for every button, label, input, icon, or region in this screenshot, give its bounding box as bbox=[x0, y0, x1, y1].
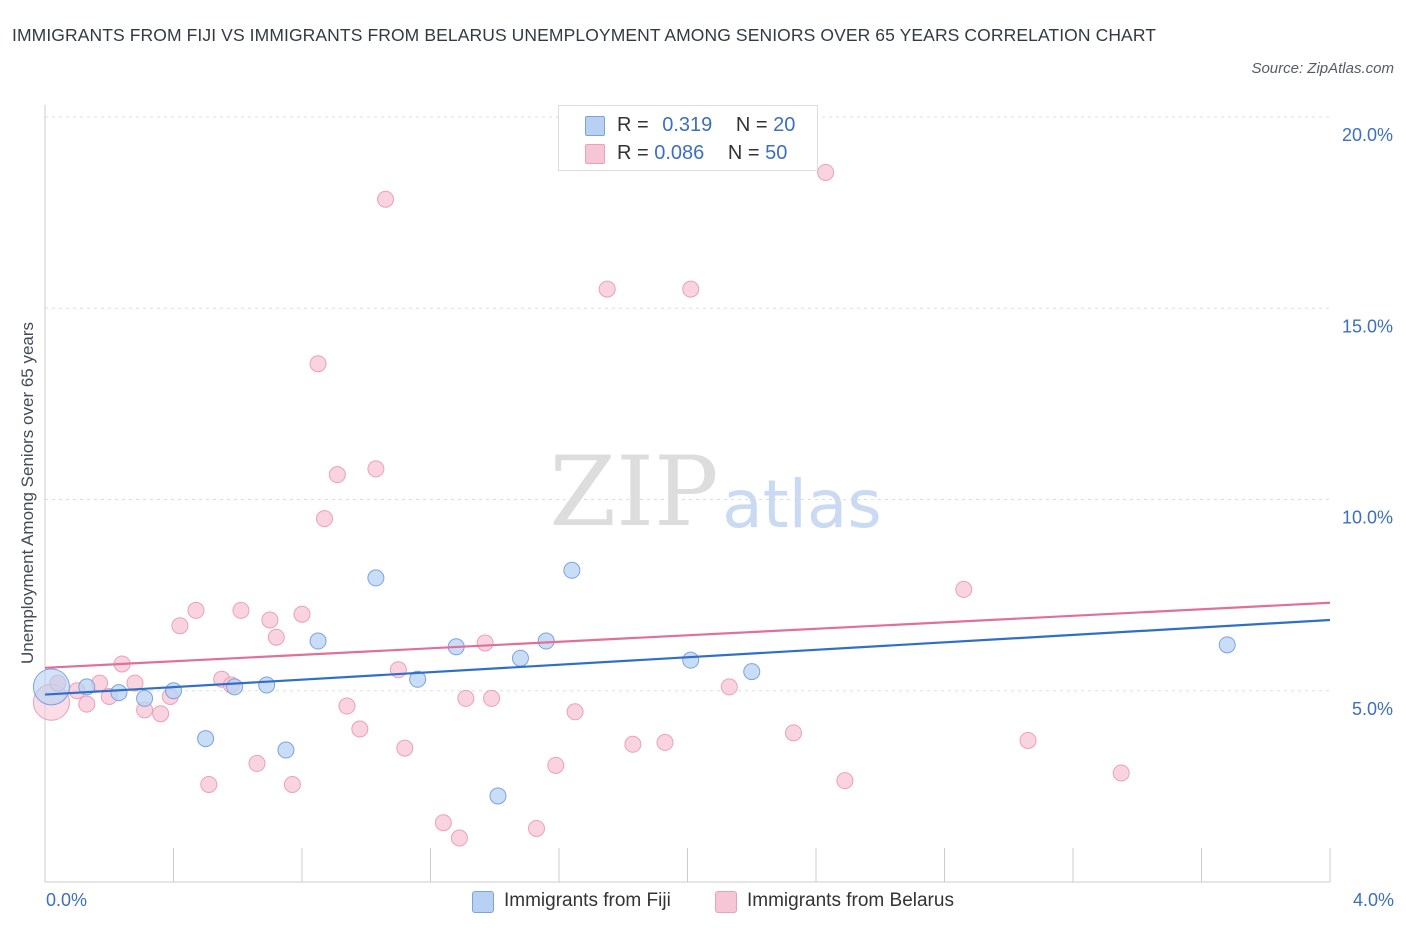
fiji-trend-line bbox=[44, 618, 1331, 696]
belarus-point bbox=[955, 580, 973, 598]
chart-title: IMMIGRANTS FROM FIJI VS IMMIGRANTS FROM … bbox=[12, 25, 1157, 45]
belarus-point bbox=[528, 819, 546, 837]
watermark: ZIP atlas bbox=[549, 436, 881, 548]
fiji-point bbox=[277, 741, 295, 759]
y-tick-label: 10.0% bbox=[1342, 508, 1393, 528]
belarus-point bbox=[1019, 731, 1037, 749]
y-tick-label: 20.0% bbox=[1342, 125, 1393, 145]
belarus-point bbox=[547, 756, 565, 774]
legend-fiji-swatch bbox=[472, 891, 494, 913]
belarus-point bbox=[187, 601, 205, 619]
fiji-point bbox=[563, 561, 581, 579]
belarus-n-label: N = bbox=[727, 142, 766, 164]
belarus-point bbox=[283, 775, 301, 793]
belarus-point bbox=[656, 733, 674, 751]
belarus-point bbox=[1112, 764, 1130, 782]
belarus-point bbox=[293, 605, 311, 623]
fiji-r-label: R = bbox=[617, 114, 655, 136]
fiji-r-value: 0.319 bbox=[662, 114, 713, 136]
fiji-point bbox=[258, 676, 276, 694]
watermark-zip: ZIP bbox=[549, 436, 718, 548]
legend-belarus-label: Immigrants from Belarus bbox=[747, 890, 954, 911]
fiji-point bbox=[32, 668, 70, 706]
belarus-n-value: 50 bbox=[765, 142, 788, 164]
watermark-atlas: atlas bbox=[722, 466, 882, 543]
fiji-point bbox=[537, 632, 555, 650]
belarus-point bbox=[624, 735, 642, 753]
belarus-point bbox=[261, 611, 279, 629]
trend-lines bbox=[44, 601, 1331, 696]
y-tick-label: 15.0% bbox=[1342, 316, 1393, 336]
fiji-point bbox=[489, 787, 507, 805]
fiji-point bbox=[743, 663, 761, 681]
fiji-point bbox=[197, 730, 215, 748]
correlation-legend: R = 0.319 N = 20 R = 0.086 N = 50 bbox=[558, 105, 818, 171]
belarus-point bbox=[476, 634, 494, 652]
belarus-point bbox=[450, 829, 468, 847]
belarus-point bbox=[248, 754, 266, 772]
belarus-point bbox=[267, 628, 285, 646]
belarus-point bbox=[377, 190, 395, 208]
fiji-point bbox=[309, 632, 327, 650]
belarus-point bbox=[78, 695, 96, 713]
fiji-point bbox=[511, 649, 529, 667]
fiji-point bbox=[226, 678, 244, 696]
belarus-r-label: R = bbox=[617, 142, 655, 164]
belarus-point bbox=[152, 705, 170, 723]
belarus-point bbox=[200, 775, 218, 793]
belarus-point bbox=[367, 460, 385, 478]
belarus-point bbox=[338, 697, 356, 715]
x-tick-label-min: 0.0% bbox=[46, 890, 88, 910]
fiji-point bbox=[682, 651, 700, 669]
belarus-point bbox=[328, 466, 346, 484]
belarus-point bbox=[396, 739, 414, 757]
belarus-trend-line bbox=[44, 601, 1331, 669]
fiji-point bbox=[1218, 636, 1236, 654]
belarus-point bbox=[171, 617, 189, 635]
belarus-point bbox=[720, 678, 738, 696]
fiji-point bbox=[409, 670, 427, 688]
belarus-point bbox=[598, 280, 616, 298]
belarus-point bbox=[351, 720, 369, 738]
legend-fiji-label: Immigrants from Fiji bbox=[504, 890, 671, 911]
belarus-point bbox=[682, 280, 700, 298]
belarus-point bbox=[836, 772, 854, 790]
belarus-point bbox=[566, 703, 584, 721]
y-tick-label: 5.0% bbox=[1352, 699, 1393, 719]
belarus-point bbox=[785, 724, 803, 742]
belarus-point bbox=[126, 674, 144, 692]
fiji-point bbox=[136, 689, 154, 707]
belarus-r-value: 0.086 bbox=[654, 142, 705, 164]
belarus-point bbox=[483, 689, 501, 707]
source-label: Source: ZipAtlas.com bbox=[1251, 60, 1394, 77]
belarus-point bbox=[315, 510, 333, 528]
belarus-point bbox=[457, 689, 475, 707]
fiji-points bbox=[32, 561, 1236, 805]
y-axis-label: Unemployment Among Seniors over 65 years bbox=[18, 322, 37, 664]
fiji-n-value: 20 bbox=[773, 114, 796, 136]
belarus-point bbox=[309, 355, 327, 373]
belarus-point bbox=[434, 814, 452, 832]
legend-belarus-swatch bbox=[715, 891, 737, 913]
fiji-n-label: N = bbox=[735, 114, 774, 136]
fiji-swatch bbox=[585, 116, 605, 136]
fiji-point bbox=[165, 682, 182, 700]
series-legend: Immigrants from Fiji Immigrants from Bel… bbox=[0, 888, 1406, 918]
belarus-point bbox=[232, 601, 250, 619]
belarus-swatch bbox=[585, 144, 605, 164]
x-tick-label-max: 4.0% bbox=[1352, 890, 1394, 910]
axes bbox=[44, 105, 1331, 883]
y-tick-labels: 5.0% 10.0% 15.0% 20.0% bbox=[1342, 125, 1393, 719]
fiji-point bbox=[110, 684, 128, 702]
belarus-point bbox=[817, 163, 835, 181]
fiji-point bbox=[367, 569, 385, 587]
